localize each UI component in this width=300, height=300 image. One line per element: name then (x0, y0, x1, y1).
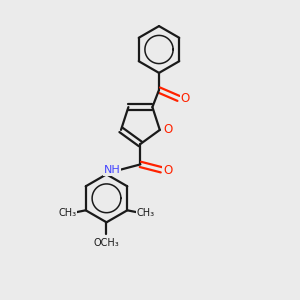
Text: O: O (163, 123, 172, 136)
Text: CH₃: CH₃ (137, 208, 155, 218)
Text: NH: NH (104, 165, 121, 175)
Text: OCH₃: OCH₃ (94, 238, 119, 248)
Text: CH₃: CH₃ (58, 208, 76, 218)
Text: O: O (181, 92, 190, 105)
Text: O: O (164, 164, 172, 177)
